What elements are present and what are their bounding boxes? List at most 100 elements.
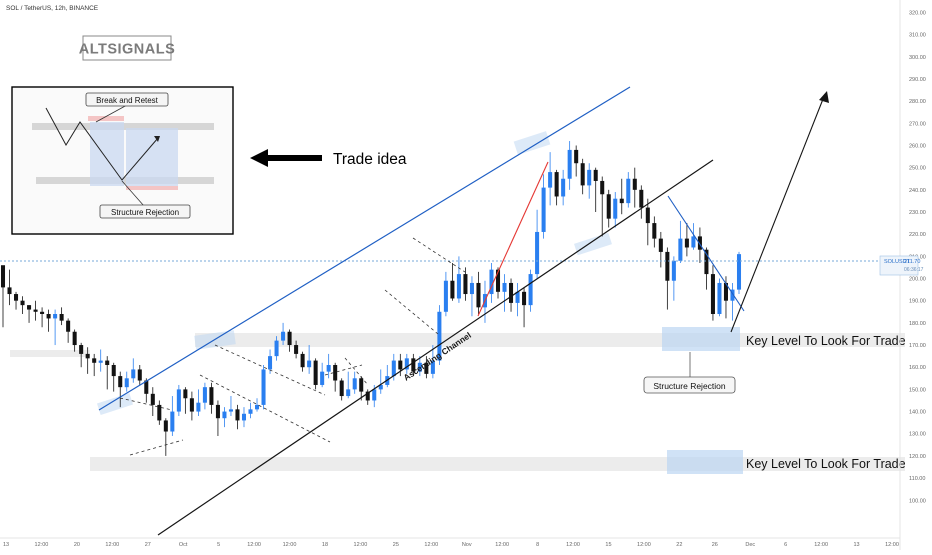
candle-bearish[interactable] [20,300,25,306]
candle-bearish[interactable] [79,345,84,354]
candle-bullish[interactable] [717,282,722,314]
candle-bullish[interactable] [561,178,566,197]
candle-bearish[interactable] [574,149,579,164]
candle-bearish[interactable] [704,249,709,275]
candle-bearish[interactable] [0,265,6,288]
candle-bullish[interactable] [548,172,553,188]
candle-bullish[interactable] [437,311,442,361]
candle-bullish[interactable] [404,358,409,370]
candle-bullish[interactable] [730,289,735,301]
candle-bearish[interactable] [183,389,188,399]
candle-bullish[interactable] [417,362,422,372]
candle-bullish[interactable] [613,198,618,219]
candle-bearish[interactable] [522,291,527,306]
candle-bullish[interactable] [281,331,286,341]
candle-bearish[interactable] [645,207,650,224]
candle-bearish[interactable] [606,194,611,219]
candle-bullish[interactable] [202,387,207,403]
candle-bullish[interactable] [535,231,540,275]
candle-bearish[interactable] [365,391,370,401]
candle-bearish[interactable] [723,282,728,301]
candle-bullish[interactable] [248,409,253,414]
candle-bearish[interactable] [600,180,605,195]
candle-bearish[interactable] [33,309,38,312]
candle-bullish[interactable] [307,360,312,368]
candle-bullish[interactable] [326,365,331,372]
candle-bearish[interactable] [411,358,416,372]
candle-bullish[interactable] [170,411,175,432]
candle-bearish[interactable] [476,282,481,308]
candle-bullish[interactable] [502,282,507,292]
candle-bullish[interactable] [626,178,631,204]
candle-bullish[interactable] [261,369,266,405]
candle-bearish[interactable] [697,236,702,250]
candle-bullish[interactable] [274,340,279,357]
candle-bullish[interactable] [691,236,696,248]
candle-bullish[interactable] [567,149,572,179]
candle-bearish[interactable] [684,238,689,248]
candle-bullish[interactable] [528,274,533,306]
candle-bullish[interactable] [456,274,461,299]
candle-bearish[interactable] [85,353,90,359]
candle-bullish[interactable] [736,254,742,290]
candle-bullish[interactable] [489,269,494,295]
candle-bullish[interactable] [587,169,592,186]
candle-bearish[interactable] [40,311,45,314]
candle-bearish[interactable] [639,189,644,208]
candle-bearish[interactable] [163,420,168,432]
candle-bearish[interactable] [137,369,142,381]
candle-bullish[interactable] [430,360,435,374]
candle-bearish[interactable] [92,358,97,363]
candle-bullish[interactable] [372,389,377,401]
channel-lower-line[interactable] [157,159,714,536]
descending-trendline[interactable] [667,195,745,312]
candle-bearish[interactable] [150,393,155,405]
candle-bearish[interactable] [7,287,12,295]
candle-bullish[interactable] [176,389,181,412]
candle-bullish[interactable] [228,409,233,412]
candle-bullish[interactable] [378,384,383,390]
candle-bearish[interactable] [14,294,19,301]
candle-bullish[interactable] [346,389,351,397]
candle-bearish[interactable] [495,269,501,292]
candle-bearish[interactable] [46,314,51,319]
candle-bearish[interactable] [593,169,598,181]
candle-bearish[interactable] [72,331,77,346]
candle-bullish[interactable] [671,260,676,281]
candle-bearish[interactable] [209,387,214,405]
candle-bullish[interactable] [53,314,58,319]
rally-trendline[interactable] [477,161,549,317]
candle-bearish[interactable] [554,172,559,197]
candle-bearish[interactable] [339,380,344,397]
candle-bullish[interactable] [241,413,247,421]
candle-bearish[interactable] [59,314,64,321]
candle-bullish[interactable] [515,291,520,303]
candle-bearish[interactable] [450,280,455,299]
time-axis[interactable]: 13 12:00 20 12:00 27 Oct 5 12:00 12:00 18 12:00 25 1… [3,542,899,548]
candle-bearish[interactable] [66,320,71,332]
candle-bearish[interactable] [580,163,585,186]
candle-bearish[interactable] [710,274,715,314]
candle-bearish[interactable] [665,251,670,281]
candle-bullish[interactable] [254,404,260,410]
channel-upper-line[interactable] [98,86,631,411]
candle-bearish[interactable] [424,362,429,374]
candle-bearish[interactable] [652,223,657,239]
candle-bearish[interactable] [509,282,514,303]
candle-bearish[interactable] [215,404,220,419]
candle-bearish[interactable] [157,404,162,421]
candle-bearish[interactable] [463,274,468,295]
candle-bullish[interactable] [222,411,227,419]
candle-bearish[interactable] [294,345,299,354]
candle-bearish[interactable] [619,198,624,204]
candle-bullish[interactable] [98,360,103,363]
candle-bullish[interactable] [268,356,273,370]
candle-bullish[interactable] [124,378,129,388]
candle-bearish[interactable] [300,353,305,368]
candle-bearish[interactable] [632,178,637,190]
candle-bullish[interactable] [391,360,396,377]
candle-bullish[interactable] [678,238,683,261]
candle-bearish[interactable] [235,409,240,421]
candle-bullish[interactable] [131,369,136,379]
